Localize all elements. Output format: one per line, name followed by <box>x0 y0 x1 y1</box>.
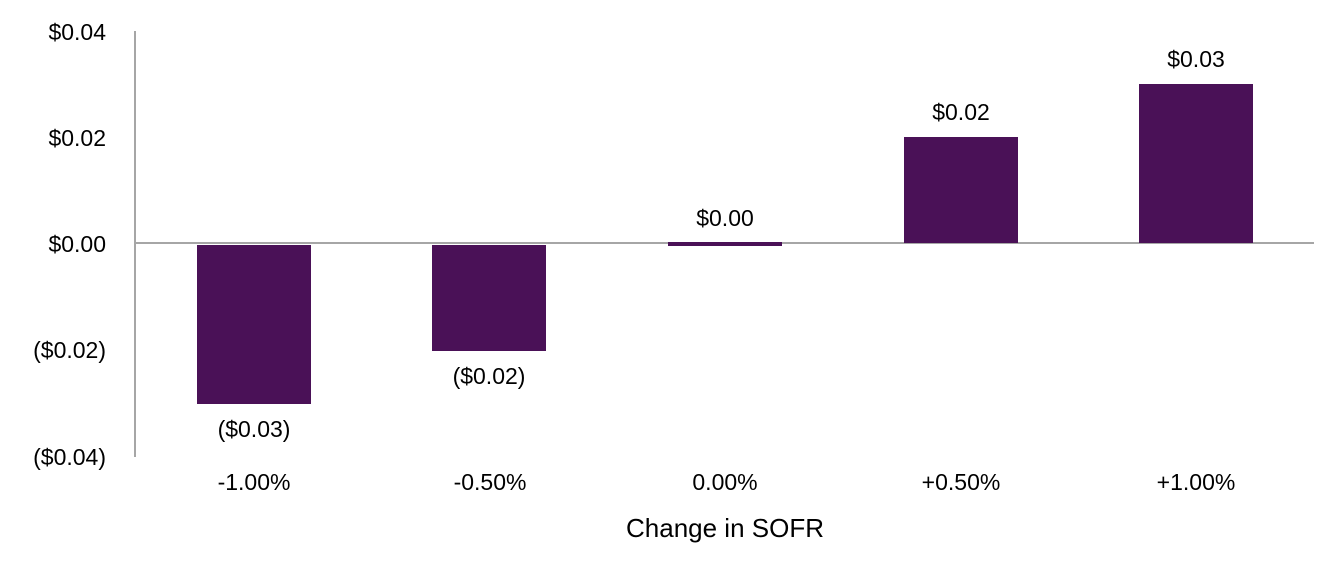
data-label: ($0.03) <box>217 416 291 442</box>
bar-+1.00% <box>1139 84 1253 243</box>
x-category-label: +1.00% <box>1156 469 1236 495</box>
y-tick-label: $0.02 <box>48 124 106 151</box>
bar--0.50% <box>432 245 546 351</box>
data-label: $0.03 <box>1167 46 1225 72</box>
bar--1.00% <box>197 245 311 404</box>
x-category-label: -1.00% <box>217 469 291 495</box>
data-label: $0.00 <box>696 205 754 231</box>
bar-+0.50% <box>904 137 1018 243</box>
data-label: ($0.02) <box>452 363 526 389</box>
y-tick-label: $0.00 <box>48 231 106 257</box>
y-tick-label: $0.04 <box>48 18 106 45</box>
x-category-label: +0.50% <box>921 469 1001 495</box>
x-category-label: 0.00% <box>692 469 758 495</box>
data-label: $0.02 <box>932 99 990 125</box>
y-tick-label: ($0.02) <box>33 337 106 364</box>
x-axis-title: Change in SOFR <box>626 513 824 543</box>
y-axis-line <box>134 31 136 457</box>
bar-0.00% <box>668 242 782 246</box>
y-tick-label: ($0.04) <box>33 443 106 470</box>
x-category-label: -0.50% <box>453 469 527 495</box>
